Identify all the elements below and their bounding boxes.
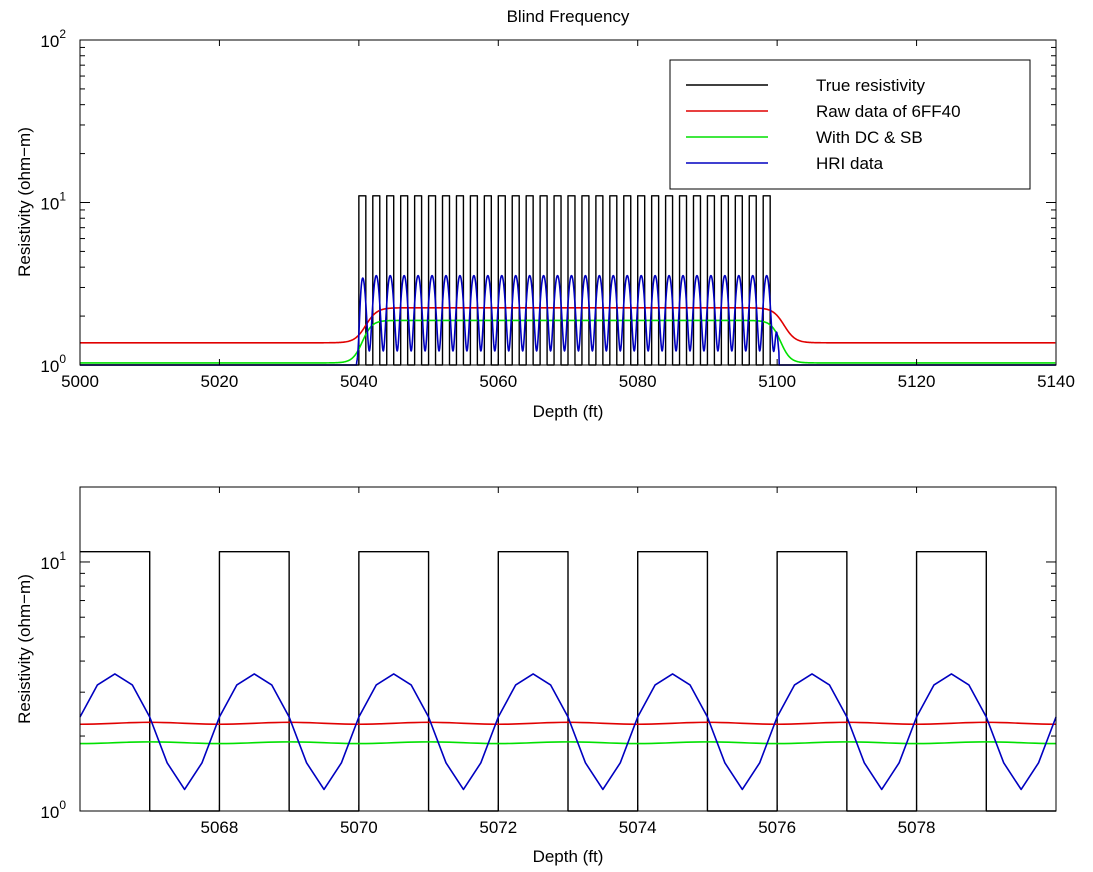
series-raw-data-bottom <box>79 721 1057 726</box>
legend-entry-true-resistivity: True resistivity <box>686 76 925 95</box>
bottom-ytick-label: 101 <box>40 549 66 573</box>
bottom-xtick-label: 5070 <box>340 818 378 837</box>
bottom-xtick-label: 5074 <box>619 818 657 837</box>
bottom-xtick-label: 5076 <box>758 818 796 837</box>
bottom-xtick-label: 5068 <box>201 818 239 837</box>
bottom-plot-frame <box>79 486 1057 812</box>
top-xtick-label: 5000 <box>61 372 99 391</box>
bottom-y-axis-label: Resistivity (ohm−m) <box>15 574 34 724</box>
top-chart: Blind Frequency 5000 5020 5040 5060 5080 5100… <box>15 7 1075 421</box>
bottom-xtick-label: 5078 <box>898 818 936 837</box>
legend-label-true-resistivity: True resistivity <box>816 76 925 95</box>
chart-title: Blind Frequency <box>507 7 630 26</box>
bottom-chart: 5068 5070 5072 5074 5076 5078 100 101 Depth (ft… <box>15 486 1057 866</box>
top-ytick-label: 100 <box>40 352 66 376</box>
legend-box <box>669 59 1031 190</box>
top-xtick-label: 5080 <box>619 372 657 391</box>
legend-entry-dc-sb: With DC & SB <box>686 128 923 147</box>
bottom-series-group <box>79 550 1057 812</box>
series-true-resistivity-top <box>80 195 1056 366</box>
top-ytick-label: 102 <box>40 27 66 51</box>
top-xtick-label: 5120 <box>898 372 936 391</box>
legend-entry-hri: HRI data <box>686 154 884 173</box>
top-xtick-label: 5060 <box>479 372 517 391</box>
top-ytick-label: 101 <box>40 190 66 214</box>
legend-label-raw-data: Raw data of 6FF40 <box>816 102 961 121</box>
top-x-axis-label: Depth (ft) <box>533 402 604 421</box>
bottom-ticks: 5068 5070 5072 5074 5076 5078 100 101 <box>40 487 1056 837</box>
series-dc-sb-bottom <box>79 741 1057 745</box>
bottom-ytick-label: 100 <box>40 798 66 822</box>
top-ticks: 5000 5020 5040 5060 5080 5100 5120 5140 100 101 10… <box>40 27 1075 391</box>
bottom-x-axis-label: Depth (ft) <box>533 847 604 866</box>
top-series-group <box>79 195 1057 366</box>
legend-entry-raw-data: Raw data of 6FF40 <box>686 102 961 121</box>
series-true-resistivity-bottom <box>80 550 1056 812</box>
series-hri-bottom <box>79 673 1057 791</box>
bottom-xtick-label: 5072 <box>479 818 517 837</box>
top-xtick-label: 5040 <box>340 372 378 391</box>
top-xtick-label: 5100 <box>758 372 796 391</box>
legend: True resistivity Raw data of 6FF40 With … <box>669 59 1031 190</box>
top-xtick-label: 5140 <box>1037 372 1075 391</box>
legend-label-hri: HRI data <box>816 154 884 173</box>
legend-label-dc-sb: With DC & SB <box>816 128 923 147</box>
top-y-axis-label: Resistivity (ohm−m) <box>15 127 34 277</box>
top-xtick-label: 5020 <box>201 372 239 391</box>
